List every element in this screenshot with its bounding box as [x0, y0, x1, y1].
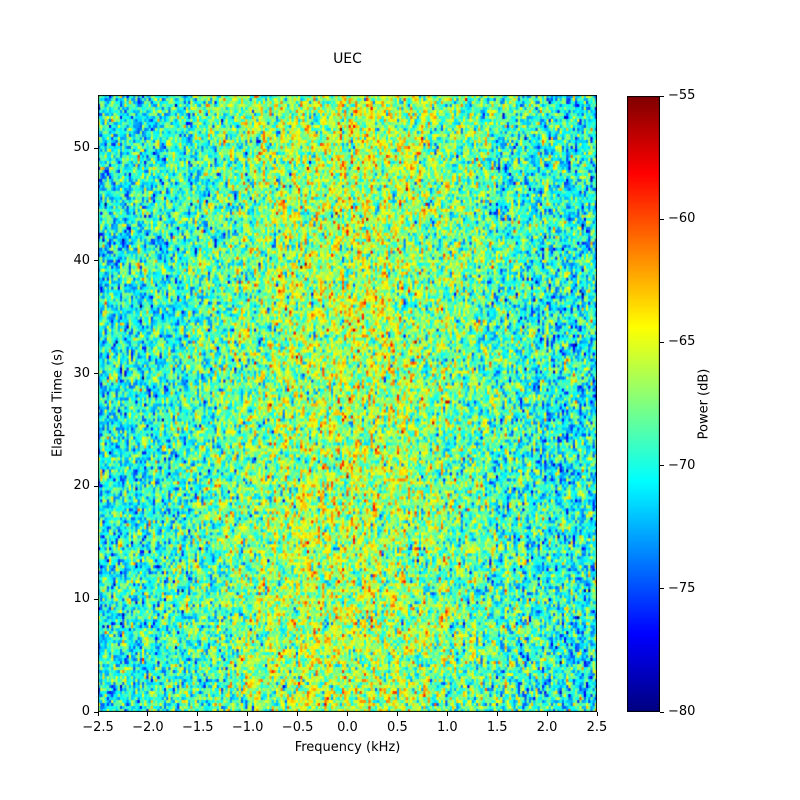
x-axis-label: Frequency (kHz) [294, 740, 401, 755]
x-tick-label: −2.0 [132, 720, 164, 735]
colorbar-label: Power (dB) [696, 368, 712, 440]
x-tick-label: 1.5 [486, 720, 508, 735]
y-tick-label: 0 [81, 704, 90, 719]
colorbar-tick-mark [660, 465, 664, 467]
y-tick-mark [94, 598, 98, 600]
x-tick-mark [546, 712, 548, 716]
colorbar-tick-label: −80 [668, 704, 696, 719]
colorbar-tick-label: −75 [668, 580, 696, 596]
x-tick-mark [496, 712, 498, 716]
colorbar-tick-label: −55 [668, 88, 696, 103]
colorbar-tick-mark [660, 588, 664, 590]
x-tick-mark [297, 712, 299, 716]
x-tick-mark [396, 712, 398, 716]
x-tick-mark [147, 712, 149, 716]
x-tick-mark [97, 712, 99, 716]
x-tick-mark [197, 712, 199, 716]
y-tick-mark [94, 147, 98, 149]
y-tick-mark [94, 373, 98, 375]
colorbar-tick-label: −60 [668, 211, 696, 227]
colorbar [627, 96, 660, 712]
x-tick-label: −0.5 [281, 720, 314, 735]
colorbar-tick-mark [660, 341, 664, 343]
y-tick-label: 40 [73, 252, 90, 268]
y-tick-label: 50 [73, 140, 90, 155]
y-tick-label: 20 [73, 478, 90, 494]
x-tick-label: 0.5 [387, 720, 408, 735]
x-tick-mark [247, 712, 249, 716]
y-tick-label: 10 [73, 591, 90, 607]
x-tick-label: −1.0 [231, 720, 264, 735]
y-tick-mark [94, 485, 98, 487]
x-tick-mark [596, 712, 598, 716]
colorbar-tick-label: −70 [668, 457, 696, 473]
colorbar-tick-label: −65 [668, 334, 696, 350]
colorbar-tick-mark [660, 218, 664, 220]
y-tick-mark [94, 260, 98, 262]
x-tick-mark [446, 712, 448, 716]
y-tick-mark [94, 711, 98, 713]
x-tick-label: −2.5 [82, 720, 114, 735]
colorbar-tick-mark [660, 95, 664, 97]
x-tick-mark [347, 712, 348, 716]
chart-title: UEC [333, 51, 362, 67]
x-tick-label: −1.5 [182, 720, 214, 735]
spectrogram-image [98, 95, 597, 712]
y-tick-label: 30 [73, 365, 90, 381]
x-tick-label: 2.5 [586, 720, 608, 735]
colorbar-tick-mark [660, 711, 664, 713]
x-tick-label: 2.0 [536, 720, 558, 735]
x-tick-label: 0.0 [337, 720, 358, 735]
x-tick-label: 1.0 [436, 720, 458, 735]
